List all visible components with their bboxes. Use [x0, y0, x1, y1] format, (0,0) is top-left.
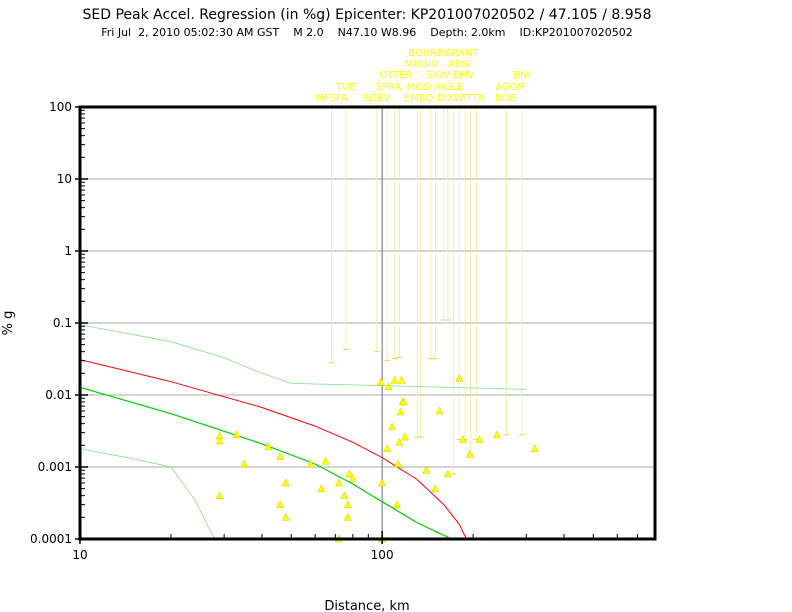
observation-point	[343, 512, 352, 521]
y-tick-label: 0.001	[38, 460, 72, 474]
observation-point	[306, 459, 315, 468]
observation-point	[395, 437, 404, 446]
y-tick-label: 0.0001	[30, 532, 72, 546]
y-tick-label: 0.01	[45, 388, 72, 402]
median-curve	[79, 386, 453, 540]
observation-point	[384, 382, 393, 391]
observation-point	[396, 407, 405, 416]
x-axis-label: Distance, km	[324, 599, 409, 612]
observation-point	[340, 491, 349, 499]
observation-point	[435, 406, 444, 415]
station-label: AGOR	[495, 82, 524, 93]
observation-point	[390, 375, 399, 384]
y-tick-label: 0.1	[53, 316, 72, 330]
observation-point	[317, 484, 326, 492]
observation-point	[281, 478, 290, 487]
observation-point	[264, 442, 273, 451]
observation-point	[378, 478, 387, 487]
observation-point	[392, 500, 402, 508]
observation-point	[345, 469, 354, 478]
station-label: BOURR	[408, 48, 444, 59]
station-label: BNI	[513, 70, 530, 81]
observation-point	[400, 432, 410, 441]
observation-point	[530, 444, 539, 452]
observation-point	[422, 465, 431, 474]
observation-point	[276, 451, 285, 460]
chart-subtitle: Fri Jul 2, 2010 05:02:30 AM GST M 2.0 N4…	[101, 26, 633, 39]
observation-point	[215, 491, 224, 499]
observation-point	[458, 435, 467, 443]
station-label: SIOV	[426, 70, 450, 81]
observation-point	[376, 377, 385, 386]
observation-point	[492, 430, 502, 439]
observation-point	[397, 375, 406, 384]
station-label: TUE	[335, 82, 356, 93]
x-tick-label: 10	[72, 548, 87, 562]
observation-point	[348, 473, 357, 482]
y-tick-label: 10	[57, 172, 72, 186]
observation-points	[215, 373, 539, 543]
observation-point	[321, 456, 330, 465]
observation-point	[232, 430, 241, 439]
station-label: OTTER	[379, 70, 412, 81]
observation-point	[465, 449, 474, 458]
observation-point	[399, 397, 408, 406]
y-tick-label: 100	[49, 100, 72, 114]
observation-point	[388, 422, 397, 431]
station-stems	[328, 105, 525, 475]
observation-point	[343, 500, 352, 508]
station-label: DIX	[437, 93, 455, 104]
station-label: MFSFA	[315, 93, 347, 104]
y-axis-label: % g	[1, 311, 16, 336]
observation-point	[443, 469, 452, 478]
observation-point	[394, 459, 403, 468]
observation-point	[455, 373, 464, 382]
station-label: BRANT	[445, 48, 480, 59]
station-label: MOSI	[407, 82, 433, 93]
y-tick-label: 1	[64, 244, 72, 258]
lower-sigma-curve	[79, 448, 216, 540]
regression-curves	[79, 324, 527, 540]
station-label: MUGIO	[404, 59, 439, 70]
station-label: AIGLE	[434, 82, 463, 93]
observation-point	[281, 512, 290, 521]
plus-2sigma-curve	[79, 359, 467, 540]
station-label: SFRA	[376, 82, 402, 93]
observation-point	[431, 484, 440, 492]
observation-point	[215, 436, 224, 445]
chart-title: SED Peak Accel. Regression (in %g) Epice…	[83, 7, 652, 23]
observation-point	[334, 478, 344, 487]
upper-sigma-curve	[79, 324, 527, 390]
station-label: ABSI	[448, 59, 471, 70]
observation-point	[240, 459, 249, 468]
station-label: SGEV	[363, 93, 390, 104]
grid-lines	[80, 107, 655, 539]
station-label: WITTA	[454, 93, 485, 104]
station-label: EMV	[453, 70, 475, 81]
station-label: BOB	[495, 93, 517, 104]
observation-point	[383, 444, 392, 452]
station-label: EMBD	[404, 93, 434, 104]
observation-point	[475, 435, 484, 443]
observation-point	[276, 500, 285, 508]
x-tick-label: 100	[371, 548, 394, 562]
